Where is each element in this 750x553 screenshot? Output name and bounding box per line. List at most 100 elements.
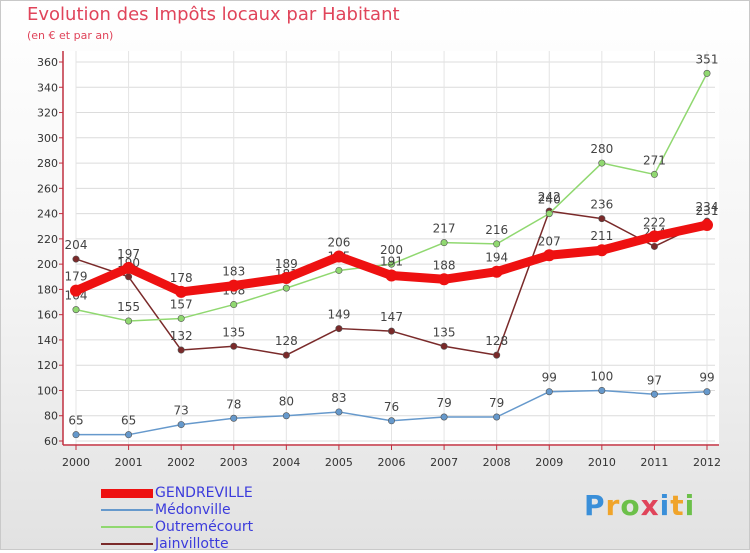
data-point <box>332 250 345 263</box>
proxiti-logo: Proxiti <box>584 489 695 522</box>
data-label: 197 <box>117 247 140 261</box>
x-tick-label: 2006 <box>378 456 406 469</box>
data-point <box>598 386 606 394</box>
data-point <box>701 218 713 231</box>
data-point <box>125 317 133 325</box>
data-point <box>125 273 133 281</box>
data-label: 149 <box>327 308 350 322</box>
data-label: 135 <box>433 325 456 339</box>
x-tick-label: 2010 <box>588 456 616 469</box>
x-tick-label: 2000 <box>62 456 90 469</box>
data-point <box>177 346 185 354</box>
x-tick-label: 2004 <box>272 456 300 469</box>
data-point <box>282 284 290 292</box>
logo-letter: i <box>659 489 671 522</box>
x-tick-label: 2001 <box>115 456 143 469</box>
x-tick-label: 2011 <box>640 456 668 469</box>
legend-label-outremecourt: Outremécourt <box>155 519 254 535</box>
x-tick-label: 2008 <box>483 456 511 469</box>
data-point <box>650 242 658 250</box>
y-tick-label: 260 <box>37 182 58 195</box>
data-label: 183 <box>222 265 245 279</box>
data-point <box>230 414 238 422</box>
data-point <box>230 342 238 350</box>
data-label: 80 <box>279 395 294 409</box>
data-label: 65 <box>121 414 136 428</box>
data-label: 147 <box>380 310 403 324</box>
x-tick-label: 2003 <box>220 456 248 469</box>
chart-title: Evolution des Impôts locaux par Habitant <box>27 4 400 25</box>
data-label: 194 <box>485 251 508 265</box>
y-tick-label: 320 <box>37 107 58 120</box>
data-point <box>335 408 343 416</box>
y-tick-label: 80 <box>44 410 58 423</box>
data-label: 189 <box>275 257 298 271</box>
data-point <box>440 239 448 247</box>
data-label: 207 <box>538 234 561 248</box>
data-point <box>703 69 711 77</box>
y-tick-label: 220 <box>37 233 58 246</box>
x-tick-label: 2009 <box>535 456 563 469</box>
y-tick-label: 300 <box>37 132 58 145</box>
legend-label-medonville: Médonville <box>155 502 231 518</box>
data-label: 128 <box>275 334 298 348</box>
data-point <box>70 284 82 297</box>
data-point <box>387 260 395 268</box>
logo-letter: x <box>640 489 660 522</box>
legend-label-gendreville: GENDREVILLE <box>155 485 253 501</box>
data-point <box>125 431 133 439</box>
data-label: 157 <box>170 297 193 311</box>
data-point <box>385 269 398 282</box>
data-label: 155 <box>117 300 140 314</box>
series-gendreville: 179 197 178 183 189 206 191 188 194 207 211 222 231 <box>65 204 718 298</box>
data-label: 234 <box>696 200 719 214</box>
data-point <box>543 249 556 262</box>
data-label: 351 <box>696 52 719 66</box>
y-tick-label: 240 <box>37 208 58 221</box>
data-label: 178 <box>170 271 193 285</box>
data-point <box>230 301 238 309</box>
data-point <box>175 285 188 298</box>
y-tick-label: 340 <box>37 81 58 94</box>
data-point <box>595 244 608 257</box>
data-label: 128 <box>485 334 508 348</box>
data-point <box>703 388 711 396</box>
data-point <box>122 261 135 274</box>
data-label: 65 <box>68 414 83 428</box>
data-label: 97 <box>647 373 662 387</box>
data-point <box>490 265 503 278</box>
legend-label-jainvillotte: Jainvillotte <box>155 536 229 552</box>
logo-letter: r <box>605 489 621 522</box>
data-point <box>335 325 343 333</box>
data-label: 216 <box>485 223 508 237</box>
y-tick-label: 140 <box>37 334 58 347</box>
data-label: 211 <box>590 229 613 243</box>
data-point <box>545 388 553 396</box>
y-tick-label: 120 <box>37 359 58 372</box>
legend-swatch-gendreville <box>101 489 153 498</box>
data-label: 191 <box>380 255 403 269</box>
data-label: 240 <box>538 193 561 207</box>
x-tick-label: 2002 <box>167 456 195 469</box>
data-point <box>545 210 553 218</box>
data-point <box>280 272 293 285</box>
data-label: 217 <box>433 222 456 236</box>
logo-letter: i <box>684 489 696 522</box>
data-label: 222 <box>643 215 666 229</box>
data-point <box>493 413 501 421</box>
data-label: 100 <box>590 369 613 383</box>
data-point <box>72 306 80 314</box>
data-point <box>440 413 448 421</box>
data-label: 99 <box>542 371 557 385</box>
x-tick-label: 2007 <box>430 456 458 469</box>
series-médonville: 65 65 73 78 80 83 76 79 79 99 100 97 99 <box>68 369 715 439</box>
data-point <box>598 215 606 223</box>
data-point <box>177 421 185 429</box>
data-label: 73 <box>174 404 189 418</box>
data-label: 236 <box>590 198 613 212</box>
y-tick-label: 200 <box>37 258 58 271</box>
y-tick-label: 160 <box>37 309 58 322</box>
data-label: 179 <box>65 270 88 284</box>
data-label: 200 <box>380 243 403 257</box>
